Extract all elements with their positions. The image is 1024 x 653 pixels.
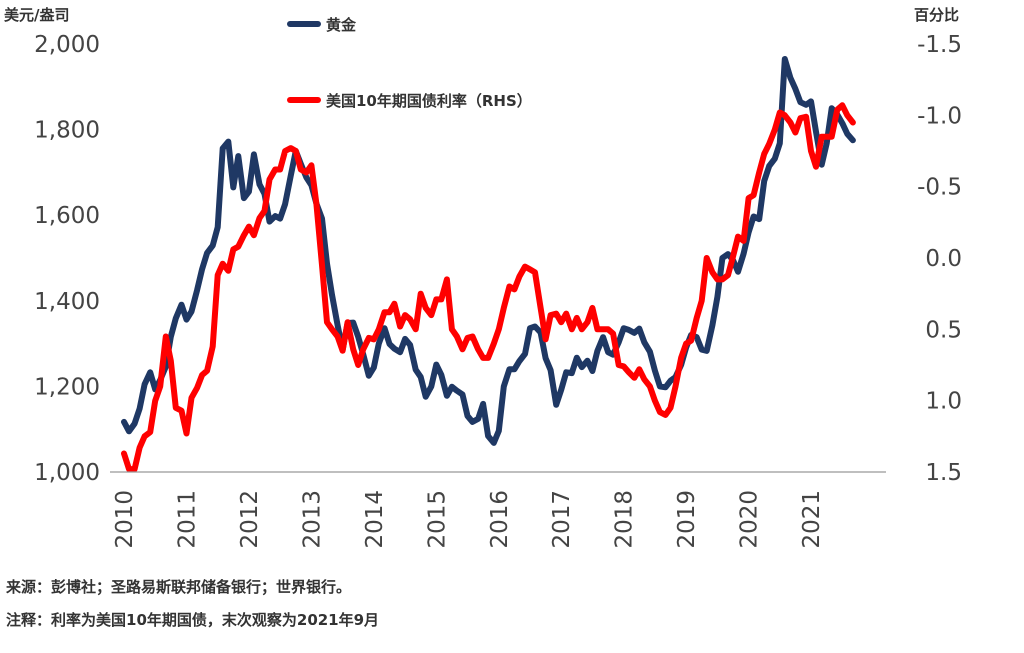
right-axis-unit: 百分比 [914,6,959,24]
right-tick-label: 1.5 [925,460,962,486]
legend-label-gold: 黄金 [326,16,357,34]
right-tick-label: -0.5 [917,175,962,201]
legend-label-yield: 美国10年期国债利率（RHS） [326,92,532,110]
right-axis-ticks: 1.5 1.0 0.5 0.0 -0.5 -1.0 -1.5 [917,32,962,486]
treasury-yield-line [121,102,856,473]
left-tick-label: 1,800 [34,118,100,144]
x-tick-label: 2017 [549,490,575,549]
left-tick-label: 1,200 [34,374,100,400]
right-tick-label: 1.0 [925,389,962,415]
right-tick-label: 0.0 [925,246,962,272]
x-tick-label: 2014 [362,490,388,549]
x-axis-ticks: 2010 2011 2012 2013 2014 2015 2016 2017 2018 2019… [112,490,825,549]
left-axis-ticks: 1,000 1,200 1,400 1,600 1,800 2,000 [34,32,100,486]
plot-area [121,56,856,473]
chart-canvas: 2010 2011 2012 2013 2014 2015 2016 2017 2018 2019… [4,6,962,549]
x-tick-label: 2018 [612,490,638,549]
x-tick-label: 2020 [737,490,763,549]
x-tick-label: 2011 [174,490,200,549]
x-tick-label: 2016 [487,490,513,549]
x-tick-label: 2021 [799,490,825,549]
x-tick-label: 2015 [424,490,450,549]
left-tick-label: 1,600 [34,203,100,229]
source-footnote: 来源：彭博社；圣路易斯联邦储备银行；世界银行。 [6,578,352,596]
left-axis-unit: 美元/盎司 [4,6,69,24]
right-tick-label: -1.5 [917,32,962,58]
left-tick-label: 2,000 [34,32,100,58]
x-tick-label: 2010 [112,490,138,549]
x-tick-label: 2019 [674,490,700,549]
x-tick-label: 2012 [237,490,263,549]
right-tick-label: 0.5 [925,317,962,343]
x-tick-label: 2013 [299,490,325,549]
legend: 黄金 美国10年期国债利率（RHS） [287,16,532,110]
right-tick-label: -1.0 [917,103,962,129]
left-tick-label: 1,400 [34,289,100,315]
note-footnote: 注释：利率为美国10年期国债，末次观察为2021年9月 [6,611,380,629]
left-tick-label: 1,000 [34,460,100,486]
